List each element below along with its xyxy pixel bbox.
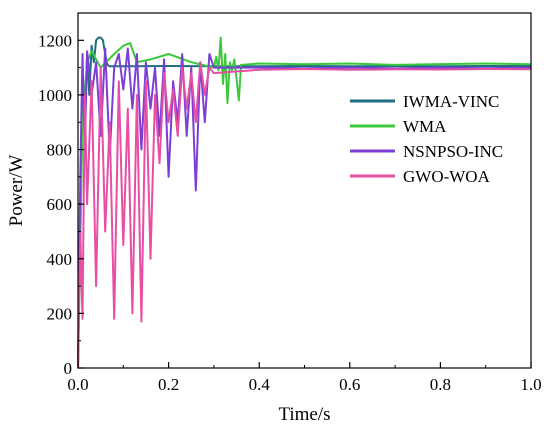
y-tick-label: 800 bbox=[47, 141, 73, 160]
legend-label: NSNPSO-INC bbox=[403, 142, 503, 161]
x-tick-label: 0.8 bbox=[430, 375, 451, 394]
y-tick-label: 0 bbox=[64, 359, 73, 378]
y-tick-label: 400 bbox=[47, 250, 73, 269]
legend-label: GWO-WOA bbox=[403, 167, 491, 186]
series-line-3 bbox=[77, 47, 532, 369]
series-line-4 bbox=[77, 61, 532, 369]
ticks-group: 0.0 0.2 0.4 0.6 0.8 1.0 0 200 400 600 800 1000 1200 bbox=[38, 31, 542, 394]
x-axis-label: Time/s bbox=[278, 404, 330, 425]
series-group bbox=[77, 36, 532, 369]
y-tick-label: 1200 bbox=[38, 31, 72, 50]
legend: IWMA-VINC WMA NSNPSO-INC GWO-WOA bbox=[350, 92, 503, 186]
x-tick-label: 0.2 bbox=[158, 375, 179, 394]
y-tick-label: 200 bbox=[47, 304, 73, 323]
y-tick-label: 600 bbox=[47, 195, 73, 214]
legend-label: IWMA-VINC bbox=[403, 92, 499, 111]
series-line-2 bbox=[77, 36, 532, 369]
legend-label: WMA bbox=[403, 117, 447, 136]
x-tick-label: 0.4 bbox=[249, 375, 271, 394]
x-tick-label: 0.6 bbox=[339, 375, 360, 394]
x-tick-label: 1.0 bbox=[520, 375, 541, 394]
y-tick-label: 1000 bbox=[38, 86, 72, 105]
x-tick-label: 0.0 bbox=[67, 375, 88, 394]
y-axis-label: Power/W bbox=[6, 155, 27, 227]
